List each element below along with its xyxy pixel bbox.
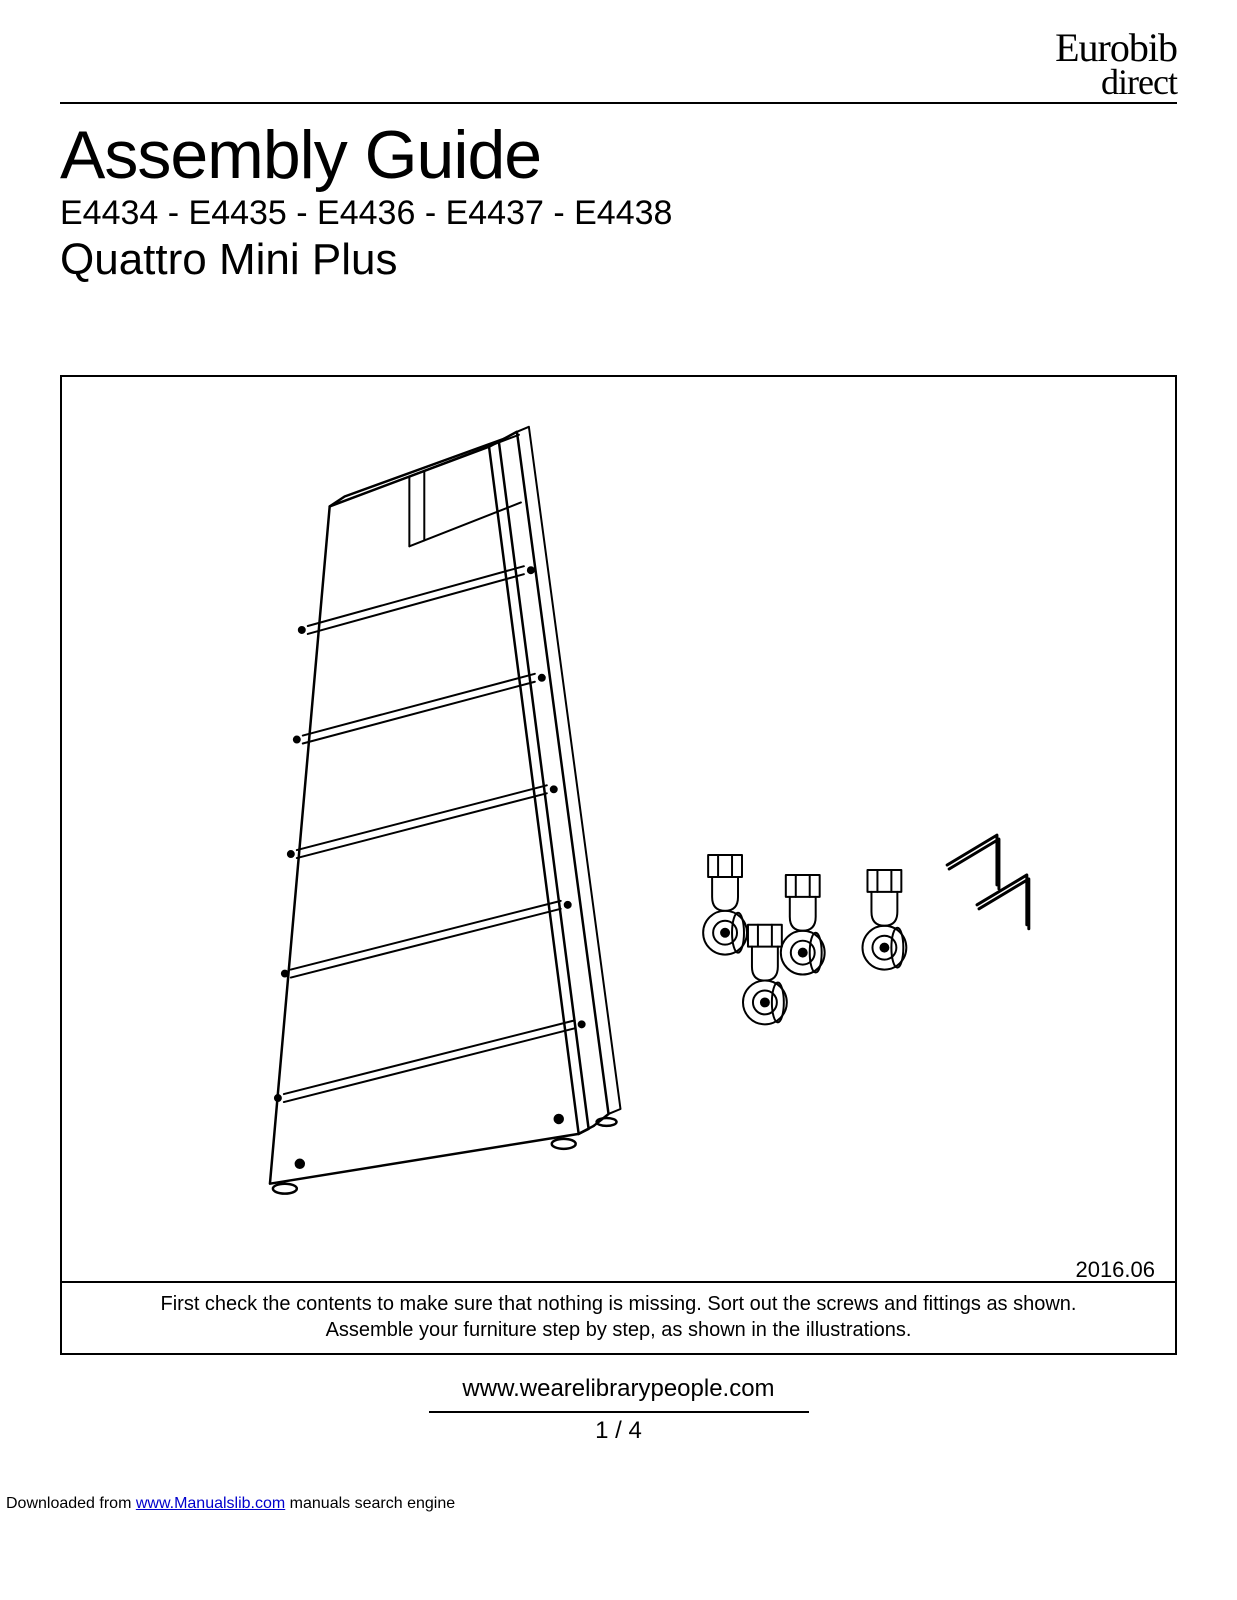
page-number: 1 / 4 [60, 1417, 1177, 1445]
footer-url: www.wearelibrarypeople.com [60, 1375, 1177, 1403]
document-title: Assembly Guide [60, 116, 1177, 194]
footer-rule [429, 1411, 809, 1413]
title-block: Assembly Guide E4434 - E4435 - E4436 - E… [60, 116, 1177, 285]
download-suffix: manuals search engine [285, 1495, 455, 1512]
model-codes: E4434 - E4435 - E4436 - E4437 - E4438 [60, 194, 1177, 233]
download-note: Downloaded from www.Manualslib.com manua… [0, 1495, 1237, 1513]
header: Eurobib direct [60, 30, 1177, 104]
caption-line-1: First check the contents to make sure th… [82, 1291, 1155, 1317]
caption: First check the contents to make sure th… [62, 1281, 1175, 1353]
product-name: Quattro Mini Plus [60, 235, 1177, 285]
download-prefix: Downloaded from [6, 1495, 136, 1512]
figure-frame: 2016.06 First check the contents to make… [60, 375, 1177, 1355]
date-stamp: 2016.06 [1075, 1257, 1155, 1283]
caption-line-2: Assemble your furniture step by step, as… [82, 1317, 1155, 1343]
brand-line1: Eurobib [1055, 30, 1177, 66]
footer: www.wearelibrarypeople.com 1 / 4 [60, 1375, 1177, 1445]
manualslib-link[interactable]: www.Manualslib.com [136, 1495, 285, 1512]
brand-logo: Eurobib direct [1055, 30, 1177, 98]
assembly-diagram [62, 377, 1175, 1353]
brand-line2: direct [1055, 66, 1177, 98]
